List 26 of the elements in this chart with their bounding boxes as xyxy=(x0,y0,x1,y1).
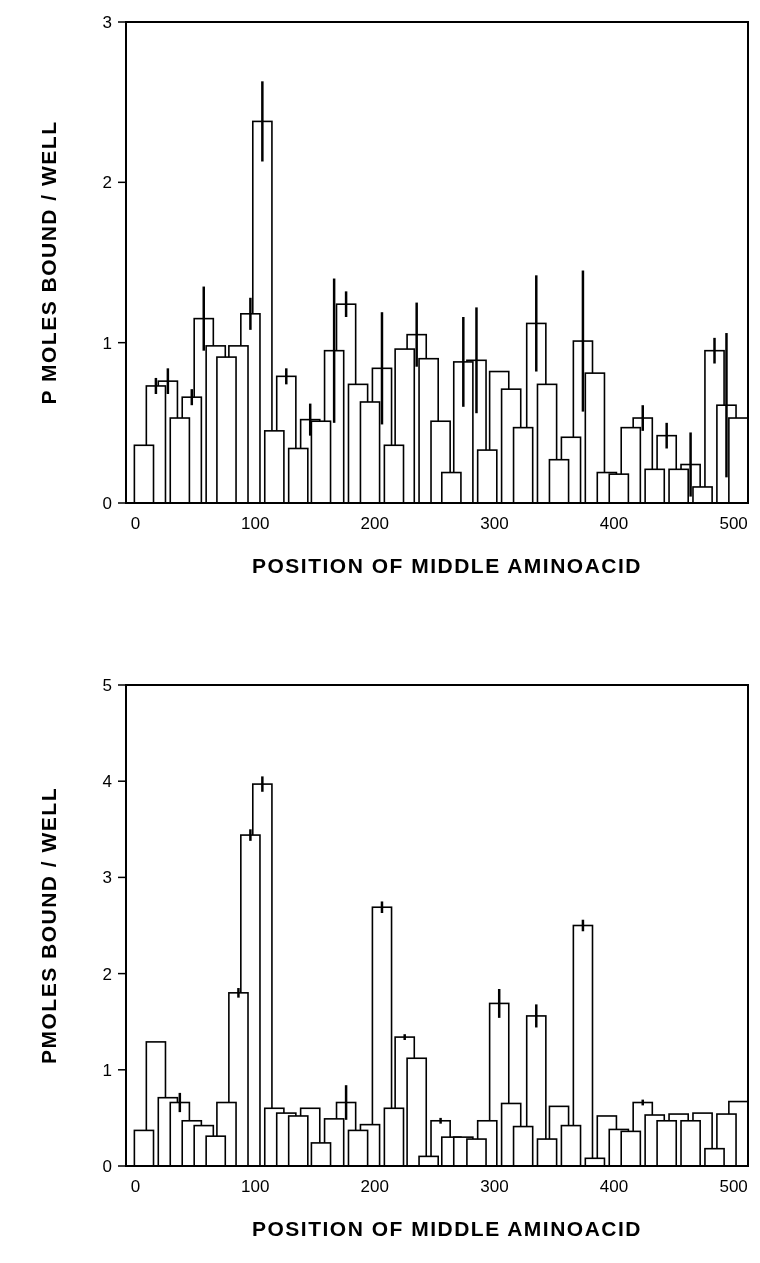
x-axis-title: POSITION OF MIDDLE AMINOACID xyxy=(251,1217,643,1240)
y-tick-label: 2 xyxy=(102,964,112,984)
y-tick-label: 5 xyxy=(102,675,112,695)
y-tick-label: 1 xyxy=(102,333,112,353)
y-tick-label: 4 xyxy=(102,772,112,792)
x-tick-label: 500 xyxy=(719,514,748,533)
x-tick-label: 400 xyxy=(599,1177,629,1196)
x-tick-label: 100 xyxy=(241,514,270,533)
y-tick-label: 3 xyxy=(102,868,112,888)
y-tick-label: 0 xyxy=(102,1156,112,1176)
x-tick-label: 300 xyxy=(480,514,509,533)
x-axis-title: POSITION OF MIDDLE AMINOACID xyxy=(251,554,643,577)
y-tick-label: 0 xyxy=(102,493,112,513)
y-axis-title: P MOLES BOUND / WELL xyxy=(37,120,60,405)
y-tick-label: 2 xyxy=(102,173,112,193)
x-tick-label: 400 xyxy=(599,514,629,533)
x-tick-label: 0 xyxy=(130,1177,141,1196)
x-tick-label: 500 xyxy=(719,1177,748,1196)
y-tick-label: 1 xyxy=(102,1060,112,1080)
x-tick-label: 100 xyxy=(241,1177,270,1196)
y-tick-label: 3 xyxy=(102,12,112,32)
x-tick-label: 200 xyxy=(360,514,389,533)
x-tick-label: 300 xyxy=(480,1177,509,1196)
x-tick-label: 200 xyxy=(360,1177,389,1196)
x-tick-label: 0 xyxy=(130,514,141,533)
y-axis-title: PMOLES BOUND / WELL xyxy=(37,787,60,1064)
